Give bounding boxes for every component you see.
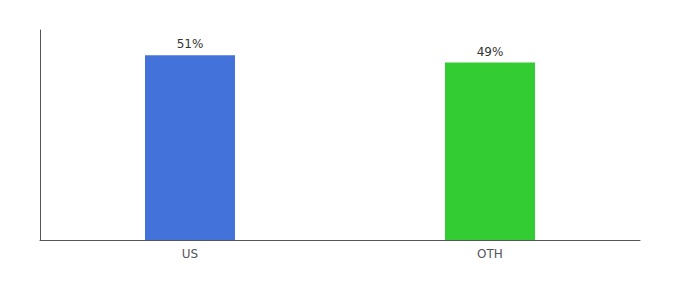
svg-text:51%: 51% bbox=[177, 37, 204, 51]
svg-text:49%: 49% bbox=[477, 45, 504, 59]
svg-text:OTH: OTH bbox=[477, 247, 503, 261]
svg-text:US: US bbox=[182, 247, 198, 261]
